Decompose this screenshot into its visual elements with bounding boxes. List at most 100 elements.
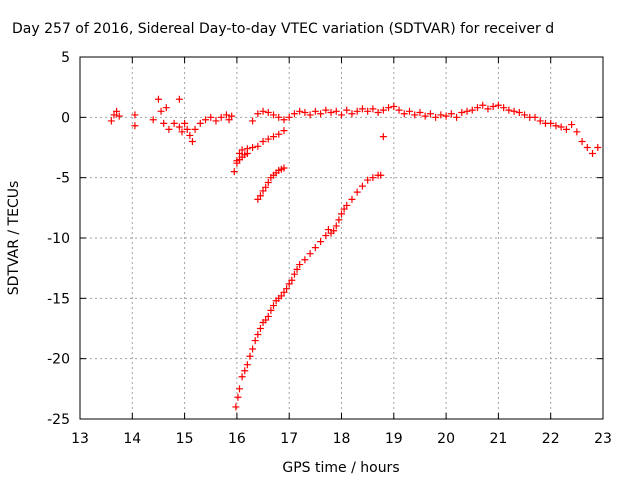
data-point xyxy=(353,188,361,196)
data-point xyxy=(358,182,366,190)
data-point xyxy=(343,106,351,114)
data-point xyxy=(338,111,345,119)
data-point xyxy=(364,176,372,184)
data-point xyxy=(246,352,254,360)
data-point xyxy=(259,187,267,195)
x-tick-label: 16 xyxy=(228,431,246,447)
data-point xyxy=(256,192,264,200)
data-point xyxy=(348,110,356,118)
data-point xyxy=(306,111,314,119)
data-point xyxy=(340,205,348,213)
data-point xyxy=(270,302,278,310)
data-point xyxy=(290,110,298,118)
data-point xyxy=(306,250,314,258)
data-point xyxy=(332,222,340,230)
data-point xyxy=(249,144,257,151)
data-point xyxy=(107,117,115,125)
data-point xyxy=(463,107,471,115)
data-point xyxy=(568,121,576,129)
data-point xyxy=(222,111,230,119)
data-point xyxy=(251,337,259,345)
data-point xyxy=(280,288,288,296)
y-tick-label: 5 xyxy=(61,50,70,66)
data-point xyxy=(234,393,242,401)
data-point xyxy=(453,113,461,121)
data-point xyxy=(395,106,403,114)
y-tick-label: -10 xyxy=(47,231,70,247)
data-point xyxy=(578,137,586,145)
x-tick-label: 14 xyxy=(123,431,141,447)
data-point xyxy=(583,144,591,151)
data-point xyxy=(196,119,204,127)
data-point xyxy=(110,111,118,119)
data-point xyxy=(212,117,220,125)
series-main xyxy=(107,95,602,158)
data-point xyxy=(230,168,238,176)
data-point xyxy=(202,116,210,124)
x-tick-label: 19 xyxy=(385,431,403,447)
data-point xyxy=(264,135,272,143)
x-axis-label: GPS time / hours xyxy=(282,460,399,476)
y-axis: 5 0 -5 -10 -15 -20 -25 xyxy=(47,50,603,428)
data-point xyxy=(324,226,332,234)
data-point xyxy=(225,116,233,124)
data-point xyxy=(188,137,196,145)
data-point xyxy=(154,95,162,103)
data-point xyxy=(301,109,309,117)
x-tick-label: 20 xyxy=(437,431,455,447)
data-point xyxy=(131,111,139,119)
data-point xyxy=(369,174,377,182)
data-point xyxy=(322,106,330,114)
data-point xyxy=(353,107,361,115)
data-point xyxy=(437,111,445,119)
data-point xyxy=(238,146,246,154)
data-point xyxy=(552,122,560,130)
data-point xyxy=(364,107,372,115)
data-point xyxy=(562,125,570,133)
data-point xyxy=(338,210,345,218)
data-point xyxy=(115,112,123,120)
data-point xyxy=(473,104,481,112)
x-tick-label: 21 xyxy=(489,431,507,447)
data-point xyxy=(270,133,278,141)
data-point xyxy=(149,116,157,124)
data-point xyxy=(379,106,387,114)
data-point xyxy=(280,116,288,124)
data-point xyxy=(317,110,325,118)
data-point xyxy=(283,285,291,293)
data-point xyxy=(442,112,450,120)
data-point xyxy=(254,331,262,339)
data-point xyxy=(280,127,288,135)
data-point xyxy=(505,106,513,114)
data-point xyxy=(157,107,165,115)
data-point xyxy=(267,306,275,314)
data-point xyxy=(259,137,267,145)
data-point xyxy=(484,105,492,113)
data-point xyxy=(547,119,555,127)
data-point xyxy=(432,113,440,121)
data-point xyxy=(228,112,236,120)
x-axis: 13 14 15 16 17 18 19 20 21 22 23 xyxy=(71,57,612,447)
data-point xyxy=(264,109,272,117)
data-point xyxy=(557,123,565,131)
data-point xyxy=(296,107,304,115)
data-point xyxy=(256,325,264,332)
data-point xyxy=(175,95,183,103)
series-arc-2 xyxy=(233,150,251,165)
data-point xyxy=(369,105,377,113)
data-point xyxy=(494,101,502,109)
y-tick-label: -20 xyxy=(47,352,70,368)
y-axis-label: SDTVAR / TECUs xyxy=(6,181,22,296)
data-point xyxy=(521,111,529,119)
x-tick-label: 23 xyxy=(594,431,612,447)
data-point xyxy=(500,104,508,112)
x-tick-label: 22 xyxy=(542,431,560,447)
data-point xyxy=(207,113,215,121)
data-point xyxy=(243,361,251,369)
data-point xyxy=(259,107,267,115)
data-point xyxy=(573,128,581,136)
data-point xyxy=(416,109,424,117)
data-point xyxy=(280,164,288,172)
gridlines xyxy=(80,57,603,419)
